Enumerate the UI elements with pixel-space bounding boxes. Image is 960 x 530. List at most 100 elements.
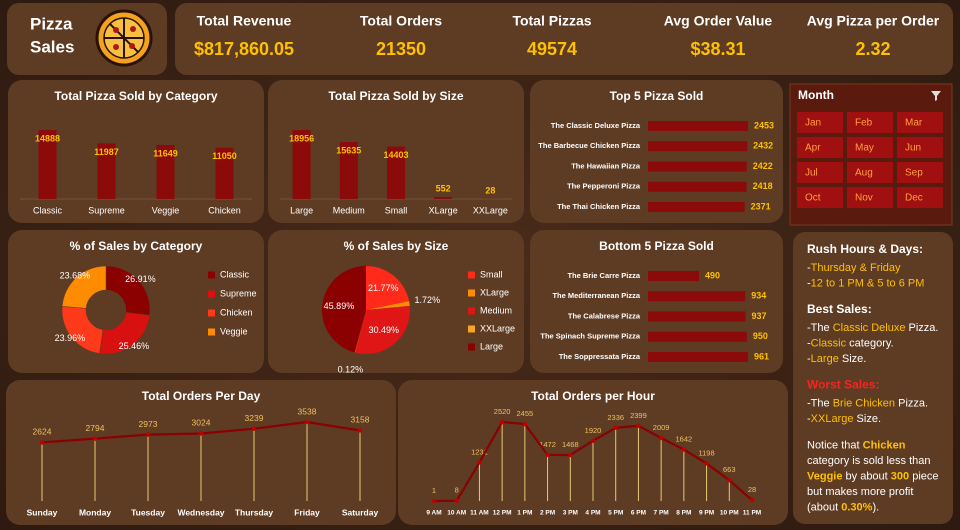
month-button[interactable]: Jun [897,137,943,158]
value-label: 934 [751,291,766,301]
month-label[interactable]: Nov [855,193,873,204]
note-text: - [807,353,811,365]
kpi-row: Total Revenue $817,860.05 Total Orders 2135… [194,13,940,59]
x-tick-label: 10 PM [720,510,739,517]
bar [648,202,745,212]
slice [354,310,366,353]
bar [387,146,405,199]
x-tick-label: Large [290,205,313,215]
month-label[interactable]: May [855,143,874,154]
month-cell[interactable] [897,112,943,133]
x-tick-label: Thursday [235,507,274,517]
chart-title: Bottom 5 Pizza Sold [599,239,714,253]
value-label: 11050 [212,151,237,161]
value-label: 21.77% [368,283,399,293]
note-text: Large [811,353,839,365]
legend-label: Chicken [220,307,253,317]
month-button[interactable]: Mar [897,112,943,133]
month-button[interactable]: Nov [847,187,893,208]
month-label[interactable]: Jan [805,118,821,129]
legend-label: XLarge [480,287,509,297]
bar [434,196,453,199]
value-label: 14403 [383,150,408,160]
value-label: 15635 [336,145,361,155]
note-text: 0.30% [841,501,872,513]
month-label[interactable]: Mar [905,118,923,129]
month-button[interactable]: Feb [847,112,893,133]
month-button[interactable]: Dec [897,187,943,208]
x-tick-label: 9 AM [426,510,441,517]
month-cell[interactable] [897,187,943,208]
month-cell[interactable] [797,112,843,133]
x-tick-label: 9 PM [699,510,714,517]
month-label[interactable]: Jun [905,143,921,154]
note-heading: Rush Hours & Days: [807,242,923,256]
value-label: 11987 [94,147,119,157]
value-label: 1231 [471,447,488,456]
note-text: Thursday & Friday [811,262,901,274]
month-cell[interactable] [897,162,943,183]
point [613,425,618,430]
month-cell[interactable] [797,187,843,208]
value-label: 2432 [753,141,773,151]
month-label[interactable]: Jul [805,168,818,179]
note-text: but makes more profit [807,486,913,498]
point [92,436,98,441]
month-cell[interactable] [847,112,893,133]
month-label[interactable]: Apr [805,143,821,154]
month-button[interactable]: Jan [797,112,843,133]
kpi-value: 2.32 [855,39,890,59]
chart: % of Sales by Category 26.91% Classic 25.46… [8,230,264,373]
month-cell[interactable] [897,137,943,158]
month-button[interactable]: Jul [797,162,843,183]
month-label[interactable]: Sep [905,168,923,179]
month-button[interactable]: Aug [847,162,893,183]
bar [648,291,746,302]
x-tick-label: Medium [333,205,365,215]
value-label: 2455 [517,409,534,418]
value-label: 23.96% [55,333,86,343]
y-tick-label: The Brie Carre Pizza [567,271,640,280]
note-text: Size. [853,413,881,425]
chart-title: Total Orders per Hour [531,389,655,403]
legend-swatch [208,290,215,298]
month-label[interactable]: Oct [805,193,821,204]
x-tick-label: Saturday [342,507,379,517]
value-label: 11649 [153,148,178,158]
header-title: Sales [30,37,74,56]
chart-title: % of Sales by Size [344,239,449,253]
month-cell[interactable] [797,162,843,183]
note-line: -Thursday & Friday [807,262,901,274]
month-label[interactable]: Aug [855,168,873,179]
month-label[interactable]: Feb [855,118,873,129]
value-label: 3538 [298,406,317,416]
month-button[interactable]: May [847,137,893,158]
slice [321,266,366,353]
note-text: (about [807,501,841,513]
x-tick-label: 1 PM [517,510,532,517]
note-text: Notice that [807,439,863,451]
month-label[interactable]: Dec [905,193,923,204]
chart: Total Orders per Hour 9 AM 1 10 AM 8 11 AM 123… [398,380,788,525]
kpi-value: $38.31 [690,39,745,59]
month-button[interactable]: Apr [797,137,843,158]
value-label: 8 [455,486,459,495]
month-cell[interactable] [797,137,843,158]
point [304,419,310,425]
month-button[interactable]: Sep [897,162,943,183]
bar [648,331,747,342]
chart-title: Top 5 Pizza Sold [610,89,704,103]
x-tick-label: 10 AM [447,510,466,517]
month-cell[interactable] [847,137,893,158]
month-button[interactable]: Oct [797,187,843,208]
month-cell[interactable] [847,187,893,208]
legend-label: XXLarge [480,323,515,333]
note-line: Notice that Chicken [807,439,906,451]
value-label: 26.91% [125,274,156,284]
note-text: -The [807,322,833,334]
y-tick-label: The Pepperoni Pizza [567,182,641,191]
filter-icon[interactable] [931,91,941,101]
month-cell[interactable] [847,162,893,183]
value-label: 18956 [289,133,314,143]
point [431,498,437,504]
